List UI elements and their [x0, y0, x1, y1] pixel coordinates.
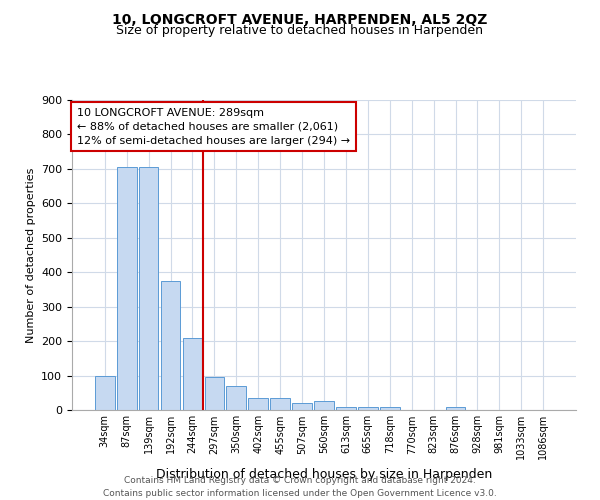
Bar	[380, 406, 400, 410]
Bar	[358, 406, 378, 410]
Text: 10 LONGCROFT AVENUE: 289sqm
← 88% of detached houses are smaller (2,061)
12% of : 10 LONGCROFT AVENUE: 289sqm ← 88% of det…	[77, 108, 350, 146]
X-axis label: Distribution of detached houses by size in Harpenden: Distribution of detached houses by size …	[156, 468, 492, 481]
Y-axis label: Number of detached properties: Number of detached properties	[26, 168, 35, 342]
Bar	[446, 406, 466, 410]
Text: 10, LONGCROFT AVENUE, HARPENDEN, AL5 2QZ: 10, LONGCROFT AVENUE, HARPENDEN, AL5 2QZ	[112, 12, 488, 26]
Bar	[182, 338, 202, 410]
Bar	[139, 167, 158, 410]
Bar	[95, 376, 115, 410]
Bar	[336, 406, 356, 410]
Bar	[117, 167, 137, 410]
Bar	[292, 403, 312, 410]
Bar	[270, 398, 290, 410]
Bar	[205, 378, 224, 410]
Bar	[226, 386, 246, 410]
Bar	[314, 402, 334, 410]
Text: Contains HM Land Registry data © Crown copyright and database right 2024.
Contai: Contains HM Land Registry data © Crown c…	[103, 476, 497, 498]
Bar	[161, 281, 181, 410]
Text: Size of property relative to detached houses in Harpenden: Size of property relative to detached ho…	[116, 24, 484, 37]
Bar	[248, 398, 268, 410]
